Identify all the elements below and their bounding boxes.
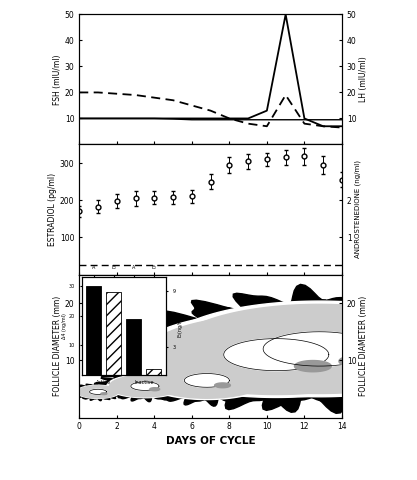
Polygon shape	[131, 382, 159, 390]
Polygon shape	[146, 315, 407, 395]
Polygon shape	[294, 360, 331, 372]
Y-axis label: ESTRADIOL (pg/ml): ESTRADIOL (pg/ml)	[48, 173, 57, 246]
Polygon shape	[136, 312, 417, 397]
Polygon shape	[90, 389, 106, 395]
Y-axis label: E₂(ng/ml): E₂(ng/ml)	[177, 314, 182, 337]
Polygon shape	[118, 284, 417, 413]
Polygon shape	[126, 355, 287, 406]
Polygon shape	[77, 385, 119, 398]
Polygon shape	[144, 361, 269, 399]
Polygon shape	[96, 297, 417, 412]
Y-axis label: FOLLICLE DIAMETER (mm): FOLLICLE DIAMETER (mm)	[359, 296, 368, 396]
Polygon shape	[101, 393, 107, 395]
Y-axis label: FSH (mIU/ml): FSH (mIU/ml)	[53, 54, 62, 105]
Y-axis label: FOLLICLE DIAMETER (mm): FOLLICLE DIAMETER (mm)	[53, 296, 62, 396]
Polygon shape	[107, 374, 183, 398]
Polygon shape	[96, 371, 193, 402]
Y-axis label: LH (mIU/ml): LH (mIU/ml)	[359, 57, 368, 102]
Polygon shape	[148, 362, 265, 398]
Polygon shape	[184, 373, 229, 387]
Polygon shape	[224, 338, 329, 371]
Polygon shape	[339, 355, 378, 367]
Polygon shape	[215, 383, 231, 388]
Y-axis label: ANDROSTENEDIONE (ng/ml): ANDROSTENEDIONE (ng/ml)	[354, 160, 361, 259]
Polygon shape	[263, 332, 376, 366]
Polygon shape	[78, 386, 118, 398]
Polygon shape	[70, 383, 126, 401]
Polygon shape	[163, 301, 417, 397]
Polygon shape	[173, 304, 417, 394]
X-axis label: DAYS OF CYCLE: DAYS OF CYCLE	[166, 436, 255, 445]
Polygon shape	[150, 388, 160, 391]
Polygon shape	[110, 375, 180, 397]
